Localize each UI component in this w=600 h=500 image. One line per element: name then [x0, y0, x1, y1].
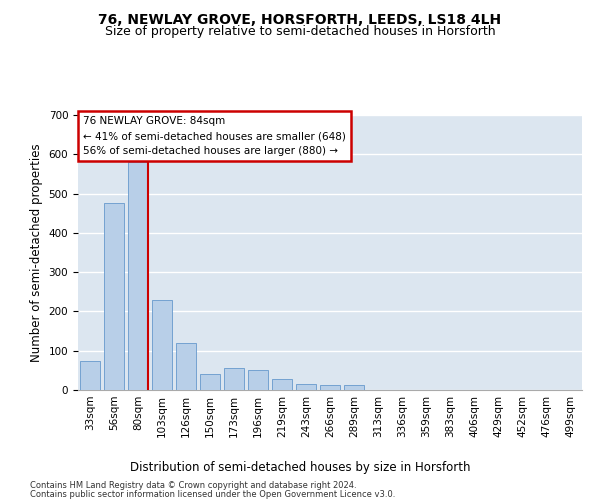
Bar	[152, 300, 172, 390]
Text: Distribution of semi-detached houses by size in Horsforth: Distribution of semi-detached houses by …	[130, 461, 470, 474]
Bar	[104, 204, 124, 390]
Bar	[200, 374, 220, 390]
Text: 76 NEWLAY GROVE: 84sqm
← 41% of semi-detached houses are smaller (648)
56% of se: 76 NEWLAY GROVE: 84sqm ← 41% of semi-det…	[83, 116, 346, 156]
Bar	[224, 368, 244, 390]
Bar	[80, 360, 100, 390]
Bar	[272, 379, 292, 390]
Y-axis label: Number of semi-detached properties: Number of semi-detached properties	[30, 143, 43, 362]
Bar	[128, 162, 148, 390]
Text: Contains public sector information licensed under the Open Government Licence v3: Contains public sector information licen…	[30, 490, 395, 499]
Bar	[296, 384, 316, 390]
Bar	[344, 386, 364, 390]
Text: Size of property relative to semi-detached houses in Horsforth: Size of property relative to semi-detach…	[104, 25, 496, 38]
Text: 76, NEWLAY GROVE, HORSFORTH, LEEDS, LS18 4LH: 76, NEWLAY GROVE, HORSFORTH, LEEDS, LS18…	[98, 12, 502, 26]
Bar	[320, 384, 340, 390]
Bar	[248, 370, 268, 390]
Text: Contains HM Land Registry data © Crown copyright and database right 2024.: Contains HM Land Registry data © Crown c…	[30, 481, 356, 490]
Bar	[176, 343, 196, 390]
